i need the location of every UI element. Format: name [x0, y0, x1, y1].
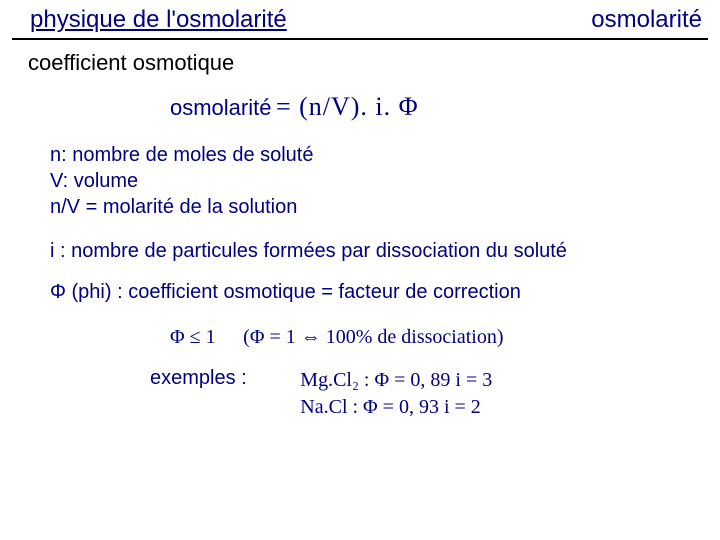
- def-i: i : nombre de particules formées par dis…: [0, 234, 720, 277]
- def-phi: Φ (phi) : coefficient osmotique = facteu…: [0, 277, 720, 322]
- def-n: n: nombre de moles de soluté: [50, 142, 720, 168]
- def-nv: n/V = molarité de la solution: [50, 194, 720, 220]
- phi-conditions: Φ ≤ 1 (Φ = 1 ⇔ 100% de dissociation): [0, 322, 720, 367]
- phi-dissociation: (Φ = 1 ⇔ 100% de dissociation): [243, 326, 503, 349]
- examples-label: exemples :: [150, 367, 247, 390]
- formula-expression: = (n/V). i. Φ: [276, 92, 419, 121]
- example-nacl: Na.Cl : Φ = 0, 93 i = 2: [300, 394, 492, 421]
- formula-label: osmolarité: [170, 95, 271, 120]
- phi-leq: Φ ≤ 1: [170, 326, 216, 349]
- page-title-right: osmolarité: [591, 6, 702, 34]
- definitions-block: n: nombre de moles de soluté V: volume n…: [0, 138, 720, 234]
- def-v: V: volume: [50, 168, 720, 194]
- section-subtitle: coefficient osmotique: [0, 40, 720, 86]
- formula-line: osmolarité = (n/V). i. Φ: [170, 86, 720, 138]
- examples-values: Mg.Cl₂ : Φ = 0, 89 i = 3 Na.Cl : Φ = 0, …: [300, 367, 492, 421]
- examples-block: exemples : Mg.Cl₂ : Φ = 0, 89 i = 3 Na.C…: [0, 367, 720, 421]
- page-title-left: physique de l'osmolarité: [30, 6, 287, 33]
- example-mgcl2: Mg.Cl₂ : Φ = 0, 89 i = 3: [300, 367, 492, 394]
